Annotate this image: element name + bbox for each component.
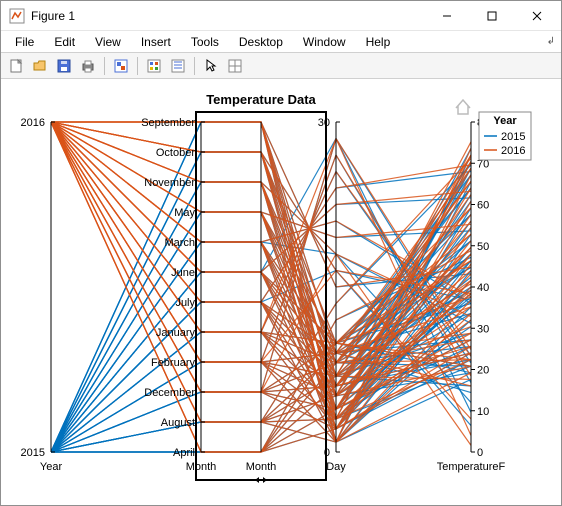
svg-text:May: May <box>174 207 195 219</box>
link-icon[interactable] <box>110 55 132 77</box>
home-icon[interactable] <box>456 100 470 114</box>
close-button[interactable] <box>514 2 559 30</box>
maximize-button[interactable] <box>469 2 514 30</box>
legend[interactable]: Year 2015 2016 <box>479 112 531 160</box>
menubar-collapse-icon[interactable]: ↲ <box>547 36 555 47</box>
menu-tools[interactable]: Tools <box>181 33 229 51</box>
svg-text:20: 20 <box>477 365 489 377</box>
menu-insert[interactable]: Insert <box>131 33 181 51</box>
svg-text:March: March <box>164 237 195 249</box>
svg-text:2015: 2015 <box>21 447 45 459</box>
new-figure-icon[interactable] <box>5 55 27 77</box>
menu-desktop[interactable]: Desktop <box>229 33 293 51</box>
parallel-coords-chart[interactable]: Temperature Data 2015 2016 Year April August… <box>1 79 561 505</box>
svg-text:10: 10 <box>477 406 489 418</box>
matlab-figure-icon <box>9 8 25 24</box>
toolbar-separator <box>194 57 195 75</box>
svg-text:July: July <box>175 297 195 309</box>
svg-text:September: September <box>141 117 195 129</box>
svg-text:50: 50 <box>477 241 489 253</box>
toolbar-separator <box>104 57 105 75</box>
figure-window: Figure 1 File Edit View Insert Tools Des… <box>0 0 562 506</box>
svg-text:2015: 2015 <box>501 131 525 143</box>
plot-area[interactable]: Temperature Data 2015 2016 Year April August… <box>1 79 561 505</box>
toolbar <box>1 53 561 79</box>
svg-text:December: December <box>144 387 195 399</box>
svg-text:60: 60 <box>477 200 489 212</box>
svg-text:0: 0 <box>477 447 483 459</box>
menu-view[interactable]: View <box>85 33 131 51</box>
svg-text:June: June <box>171 267 195 279</box>
menu-file[interactable]: File <box>5 33 44 51</box>
minimize-button[interactable] <box>424 2 469 30</box>
toolbar-separator <box>137 57 138 75</box>
svg-text:April: April <box>173 447 195 459</box>
brush-icon[interactable] <box>167 55 189 77</box>
window-title: Figure 1 <box>31 9 424 23</box>
svg-text:February: February <box>151 357 196 369</box>
print-icon[interactable] <box>77 55 99 77</box>
svg-text:Month: Month <box>246 461 277 473</box>
svg-text:Day: Day <box>326 461 346 473</box>
svg-text:30: 30 <box>318 117 330 129</box>
svg-text:2016: 2016 <box>21 117 45 129</box>
menubar: File Edit View Insert Tools Desktop Wind… <box>1 31 561 53</box>
data-cursor-icon[interactable] <box>143 55 165 77</box>
save-icon[interactable] <box>53 55 75 77</box>
menu-edit[interactable]: Edit <box>44 33 85 51</box>
svg-text:January: January <box>156 327 196 339</box>
svg-text:40: 40 <box>477 282 489 294</box>
pointer-icon[interactable] <box>200 55 222 77</box>
svg-text:November: November <box>144 177 195 189</box>
menu-help[interactable]: Help <box>356 33 401 51</box>
svg-text:TemperatureF: TemperatureF <box>437 461 506 473</box>
menu-window[interactable]: Window <box>293 33 356 51</box>
svg-text:30: 30 <box>477 323 489 335</box>
svg-text:Year: Year <box>40 461 63 473</box>
svg-text:Year: Year <box>493 115 517 127</box>
svg-text:2016: 2016 <box>501 145 525 157</box>
svg-text:August: August <box>161 417 195 429</box>
chart-title: Temperature Data <box>206 92 316 107</box>
titlebar[interactable]: Figure 1 <box>1 1 561 31</box>
svg-text:Month: Month <box>186 461 217 473</box>
svg-text:October: October <box>156 147 195 159</box>
insert-colorbar-icon[interactable] <box>224 55 246 77</box>
open-icon[interactable] <box>29 55 51 77</box>
